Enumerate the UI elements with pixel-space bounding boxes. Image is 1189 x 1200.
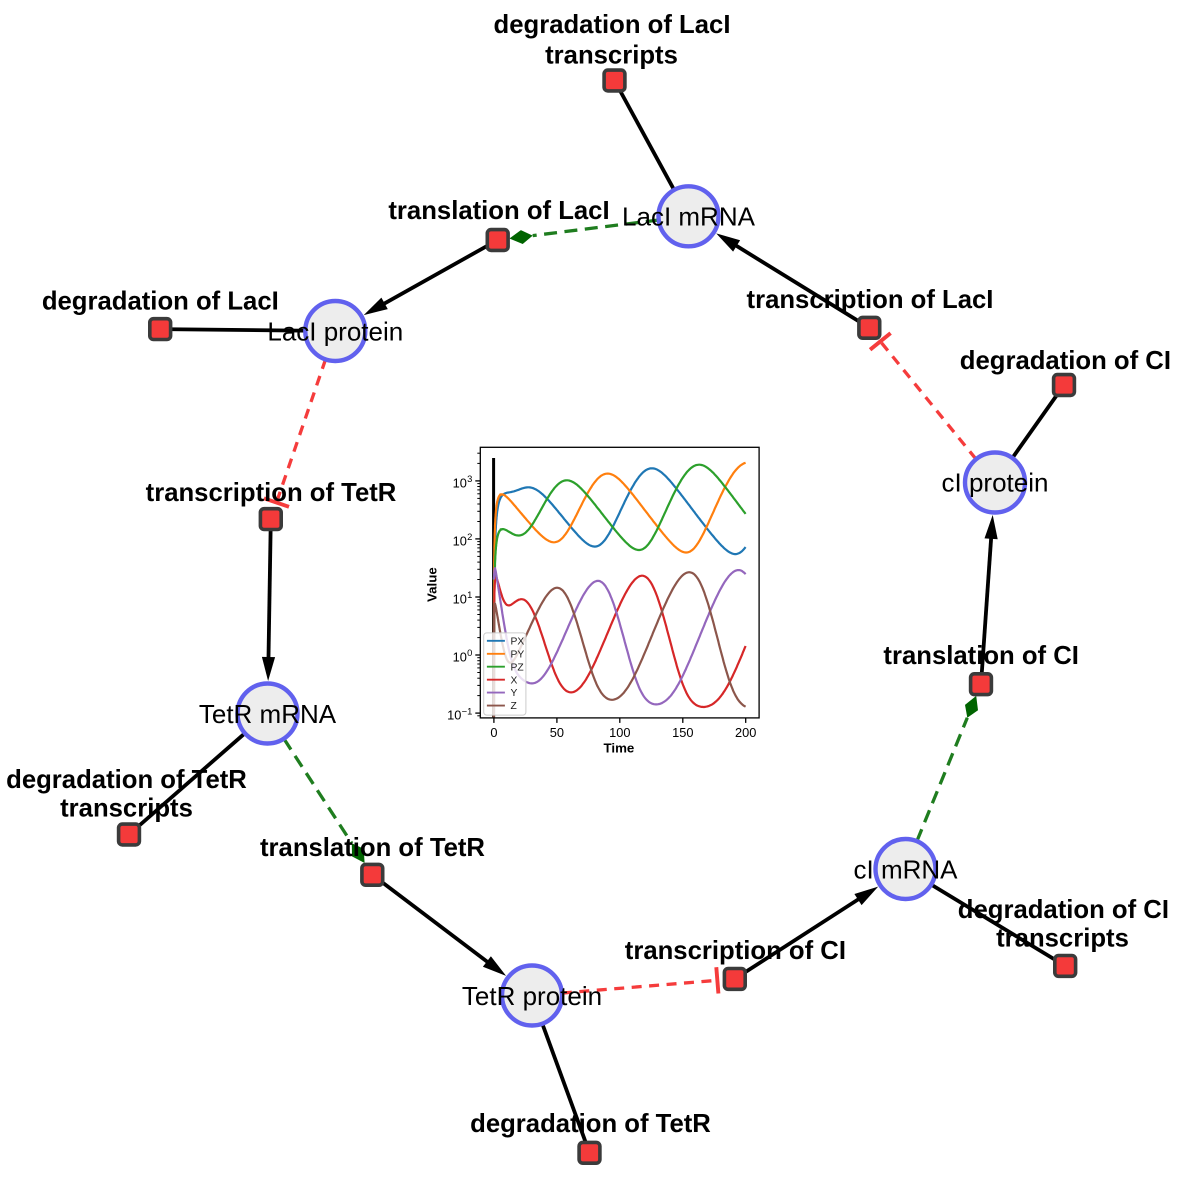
svg-text:translation of TetR: translation of TetR <box>260 834 485 862</box>
svg-text:transcripts: transcripts <box>996 925 1129 953</box>
svg-text:10: 10 <box>453 533 467 548</box>
svg-text:degradation of LacI: degradation of LacI <box>42 288 279 316</box>
svg-text:degradation of TetR: degradation of TetR <box>6 766 247 794</box>
svg-text:transcripts: transcripts <box>545 42 678 70</box>
svg-text:Value: Value <box>424 567 439 602</box>
svg-text:50: 50 <box>550 725 564 740</box>
svg-text:2: 2 <box>467 531 472 542</box>
svg-text:200: 200 <box>735 725 756 740</box>
svg-text:translation of CI: translation of CI <box>883 642 1079 670</box>
svg-text:degradation of LacI: degradation of LacI <box>494 11 731 39</box>
svg-text:0: 0 <box>490 725 497 740</box>
svg-text:TetR mRNA: TetR mRNA <box>199 699 337 729</box>
svg-text:10: 10 <box>453 591 467 606</box>
svg-text:LacI mRNA: LacI mRNA <box>622 202 756 232</box>
svg-text:0: 0 <box>467 647 472 658</box>
svg-text:transcription of CI: transcription of CI <box>625 937 846 965</box>
svg-text:cI protein: cI protein <box>942 468 1049 498</box>
svg-text:10: 10 <box>453 649 467 664</box>
svg-text:PZ: PZ <box>511 662 524 673</box>
svg-text:transcription of LacI: transcription of LacI <box>747 286 994 314</box>
svg-text:X: X <box>511 675 518 686</box>
svg-text:Time: Time <box>604 741 635 756</box>
svg-text:150: 150 <box>672 725 693 740</box>
svg-text:PX: PX <box>511 636 525 647</box>
svg-text:degradation of CI: degradation of CI <box>958 896 1169 924</box>
svg-text:Y: Y <box>511 688 518 699</box>
svg-text:cI mRNA: cI mRNA <box>854 855 959 885</box>
svg-text:3: 3 <box>467 473 472 484</box>
svg-text:1: 1 <box>467 589 472 600</box>
svg-text:degradation of TetR: degradation of TetR <box>470 1110 711 1138</box>
svg-text:−1: −1 <box>462 705 473 716</box>
svg-text:translation of LacI: translation of LacI <box>388 197 609 225</box>
svg-text:10: 10 <box>447 708 461 723</box>
svg-text:100: 100 <box>609 725 630 740</box>
svg-text:PY: PY <box>511 649 525 660</box>
svg-text:10: 10 <box>453 475 467 490</box>
svg-text:LacI protein: LacI protein <box>267 317 403 347</box>
svg-text:transcripts: transcripts <box>60 795 193 823</box>
svg-text:TetR protein: TetR protein <box>462 981 602 1011</box>
svg-text:Z: Z <box>511 701 517 712</box>
svg-text:transcription of TetR: transcription of TetR <box>146 479 397 507</box>
svg-text:degradation of CI: degradation of CI <box>960 347 1171 375</box>
